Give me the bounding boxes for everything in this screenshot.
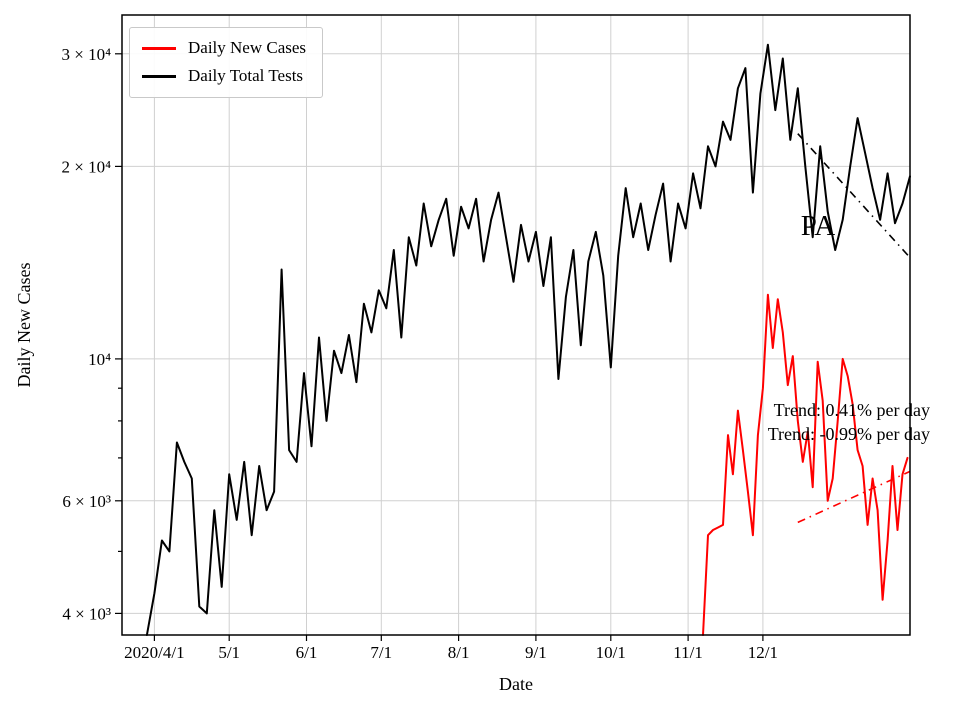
legend-item-daily-new-cases: Daily New Cases (142, 38, 306, 58)
x-tick-label: 12/1 (748, 643, 778, 662)
x-tick-label: 10/1 (596, 643, 626, 662)
legend-item-daily-total-tests: Daily Total Tests (142, 66, 306, 86)
x-tick-label: 8/1 (448, 643, 470, 662)
y-tick-label: 4 × 10³ (62, 604, 111, 623)
x-tick-label: 7/1 (370, 643, 392, 662)
trend-annotation-up: Trend: 0.41% per day (774, 400, 930, 420)
x-tick-label: 11/1 (673, 643, 703, 662)
tests-trend-line (797, 133, 911, 259)
x-axis-label: Date (499, 674, 533, 694)
legend-label: Daily New Cases (188, 38, 307, 57)
series-line-daily-total-tests (145, 43, 911, 636)
grid (122, 15, 910, 635)
x-tick-label: 6/1 (296, 643, 318, 662)
legend: Daily New Cases Daily Total Tests (129, 27, 324, 98)
y-tick-label: 6 × 10³ (62, 492, 111, 511)
data-series (145, 43, 911, 636)
legend-label: Daily Total Tests (188, 66, 304, 86)
red-line-sample (142, 46, 176, 50)
x-tick-label: 9/1 (525, 643, 547, 662)
y-tick-label: 2 × 10⁴ (61, 157, 111, 176)
y-axis-label: Daily New Cases (14, 263, 34, 388)
series-line-daily-new-cases (702, 293, 909, 636)
cases-trend-line (797, 470, 911, 524)
plot-border (121, 14, 911, 636)
black-line-sample (142, 75, 176, 79)
x-tick-label: 5/1 (218, 643, 240, 662)
y-tick-label: 3 × 10⁴ (61, 45, 111, 64)
trend-annotation-down: Trend: -0.99% per day (768, 424, 930, 444)
axis-ticks: 2020/4/1 5/1 6/1 7/1 8/1 9/1 10/1 11/1 12/1 4 × 1… (61, 45, 778, 662)
x-tick-label: 2020/4/1 (124, 643, 184, 662)
y-tick-label: 10⁴ (88, 350, 111, 369)
state-annotation: PA (801, 210, 835, 242)
